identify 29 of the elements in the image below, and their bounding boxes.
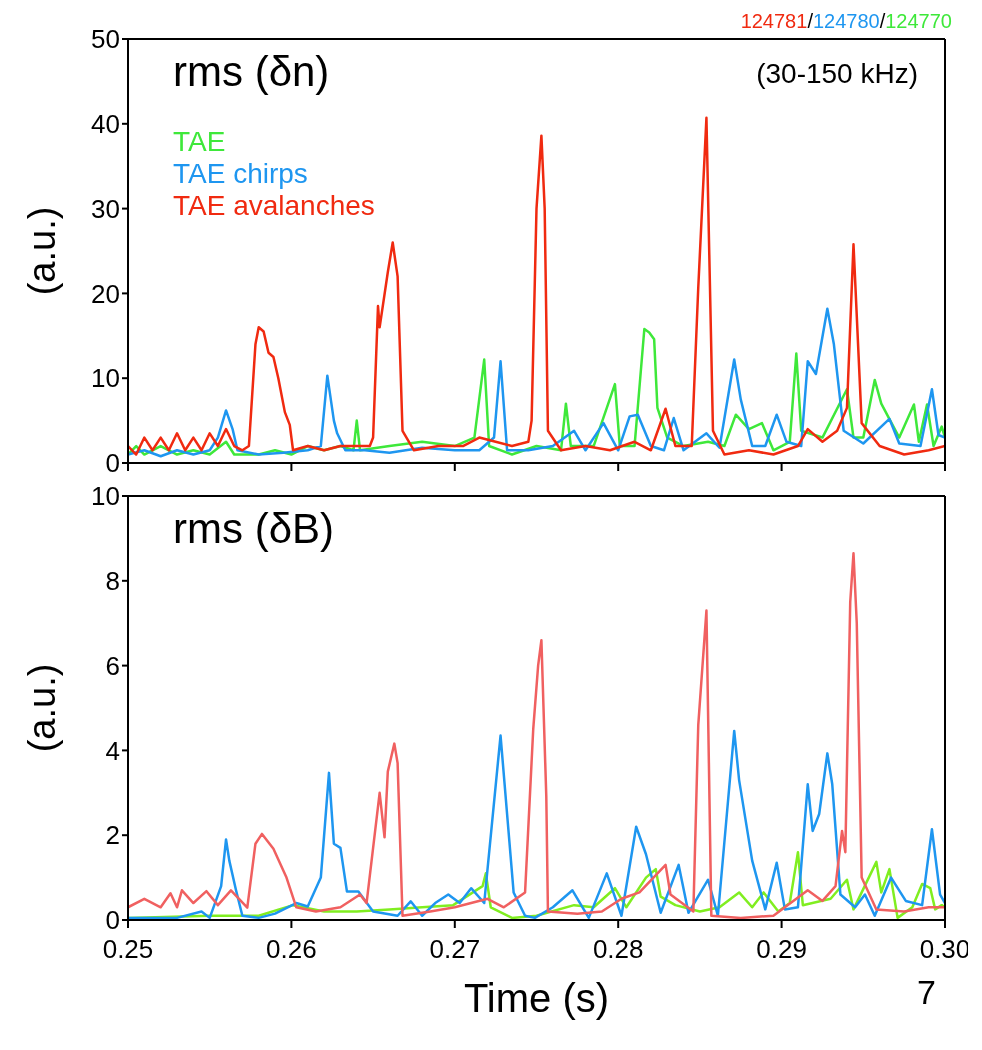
text: TAE <box>173 126 227 158</box>
y-tick-label: 20 <box>91 278 120 309</box>
y-tick-label: 4 <box>105 735 120 766</box>
line-series <box>128 116 945 456</box>
y-tick-label: 6 <box>105 650 120 681</box>
y-axis-title: (a.u.) <box>21 663 64 753</box>
y-tick-label: 30 <box>91 193 120 224</box>
y-axis-title: (a.u.) <box>21 206 64 296</box>
annotation: (30-150 kHz) <box>756 58 918 90</box>
text: 124781/124780/124770 <box>740 10 952 32</box>
x-tick-label: 0.27 <box>429 934 481 965</box>
chart-title: rms (δn) <box>173 48 330 96</box>
y-tick-label: 40 <box>91 109 120 140</box>
x-tick-label: 0.28 <box>592 934 644 965</box>
y-tick-label: 2 <box>105 820 120 851</box>
y-tick-label: 10 <box>91 481 120 512</box>
text: 7 <box>917 973 936 1012</box>
x-axis-title: Time (s) <box>463 976 610 1020</box>
y-tick-label: 0 <box>105 905 120 936</box>
series-label: TAE avalanches <box>173 190 375 222</box>
y-tick-label: 0 <box>105 448 120 479</box>
y-tick-label: 8 <box>105 566 120 597</box>
x-tick-label: 0.25 <box>102 934 154 965</box>
chart-title: rms (δB) <box>173 505 335 553</box>
text: TAE chirps <box>173 158 309 190</box>
y-tick-label: 10 <box>91 363 120 394</box>
y-tick-label: 50 <box>91 24 120 55</box>
x-tick-label: 0.29 <box>756 934 807 965</box>
x-tick-label: 0.26 <box>266 934 317 965</box>
